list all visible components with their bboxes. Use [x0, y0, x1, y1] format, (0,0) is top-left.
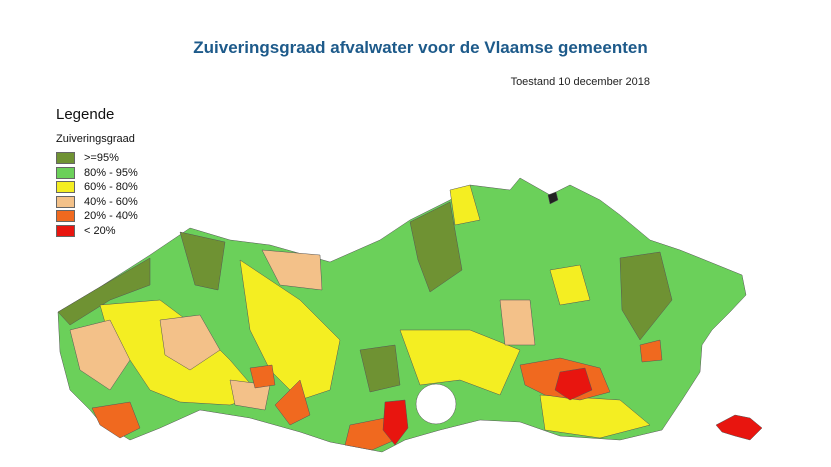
legend: Legende Zuiveringsgraad >=95% 80% - 95% 60… [56, 106, 138, 238]
map-title: Zuiveringsgraad afvalwater voor de Vlaam… [0, 38, 831, 58]
zone-high [359, 344, 401, 393]
zone-high [409, 201, 463, 293]
legend-label: 20% - 40% [84, 210, 138, 223]
legend-swatch [56, 195, 75, 208]
zone-orange [249, 364, 276, 389]
zone-low [69, 319, 131, 391]
zone-mid [539, 394, 651, 439]
map-title-text: Zuiveringsgraad afvalwater voor de Vlaam… [193, 38, 648, 57]
legend-item: < 20% [56, 224, 138, 239]
zone-orange [91, 401, 141, 439]
legend-swatch [56, 224, 75, 237]
legend-item: 80% - 95% [56, 166, 138, 181]
legend-swatch [56, 152, 75, 165]
legend-swatch [56, 210, 75, 223]
legend-variable: Zuiveringsgraad [56, 133, 135, 145]
zone-low [499, 299, 536, 346]
legend-item: >=95% [56, 151, 138, 166]
map-subtitle: Toestand 10 december 2018 [510, 76, 650, 88]
baarle-hertog-enclave [547, 191, 559, 205]
zone-red [554, 367, 593, 401]
zone-low [261, 249, 323, 291]
legend-label: 80% - 95% [84, 166, 138, 179]
zone-mid [549, 264, 591, 306]
zone-orange [639, 339, 663, 363]
zone-orange [344, 417, 396, 451]
voeren-exclave [715, 414, 763, 441]
zone-orange [274, 379, 311, 426]
legend-swatch [56, 181, 75, 194]
legend-label: 40% - 60% [84, 195, 138, 208]
legend-item: 20% - 40% [56, 209, 138, 224]
brussels-hole [415, 383, 457, 425]
legend-swatch [56, 166, 75, 179]
legend-label: 60% - 80% [84, 181, 138, 194]
zone-high [179, 231, 226, 291]
zone-low [159, 314, 221, 371]
legend-label: < 20% [84, 224, 116, 237]
zone-mid [399, 329, 521, 396]
legend-label: >=95% [84, 152, 119, 165]
zone-red [382, 399, 409, 446]
legend-item: 60% - 80% [56, 180, 138, 195]
legend-item: 40% - 60% [56, 195, 138, 210]
zone-mid [239, 259, 341, 401]
zone-high [57, 257, 151, 326]
legend-heading: Legende [56, 106, 115, 123]
zone-high [619, 251, 673, 341]
zone-mid [449, 184, 481, 226]
